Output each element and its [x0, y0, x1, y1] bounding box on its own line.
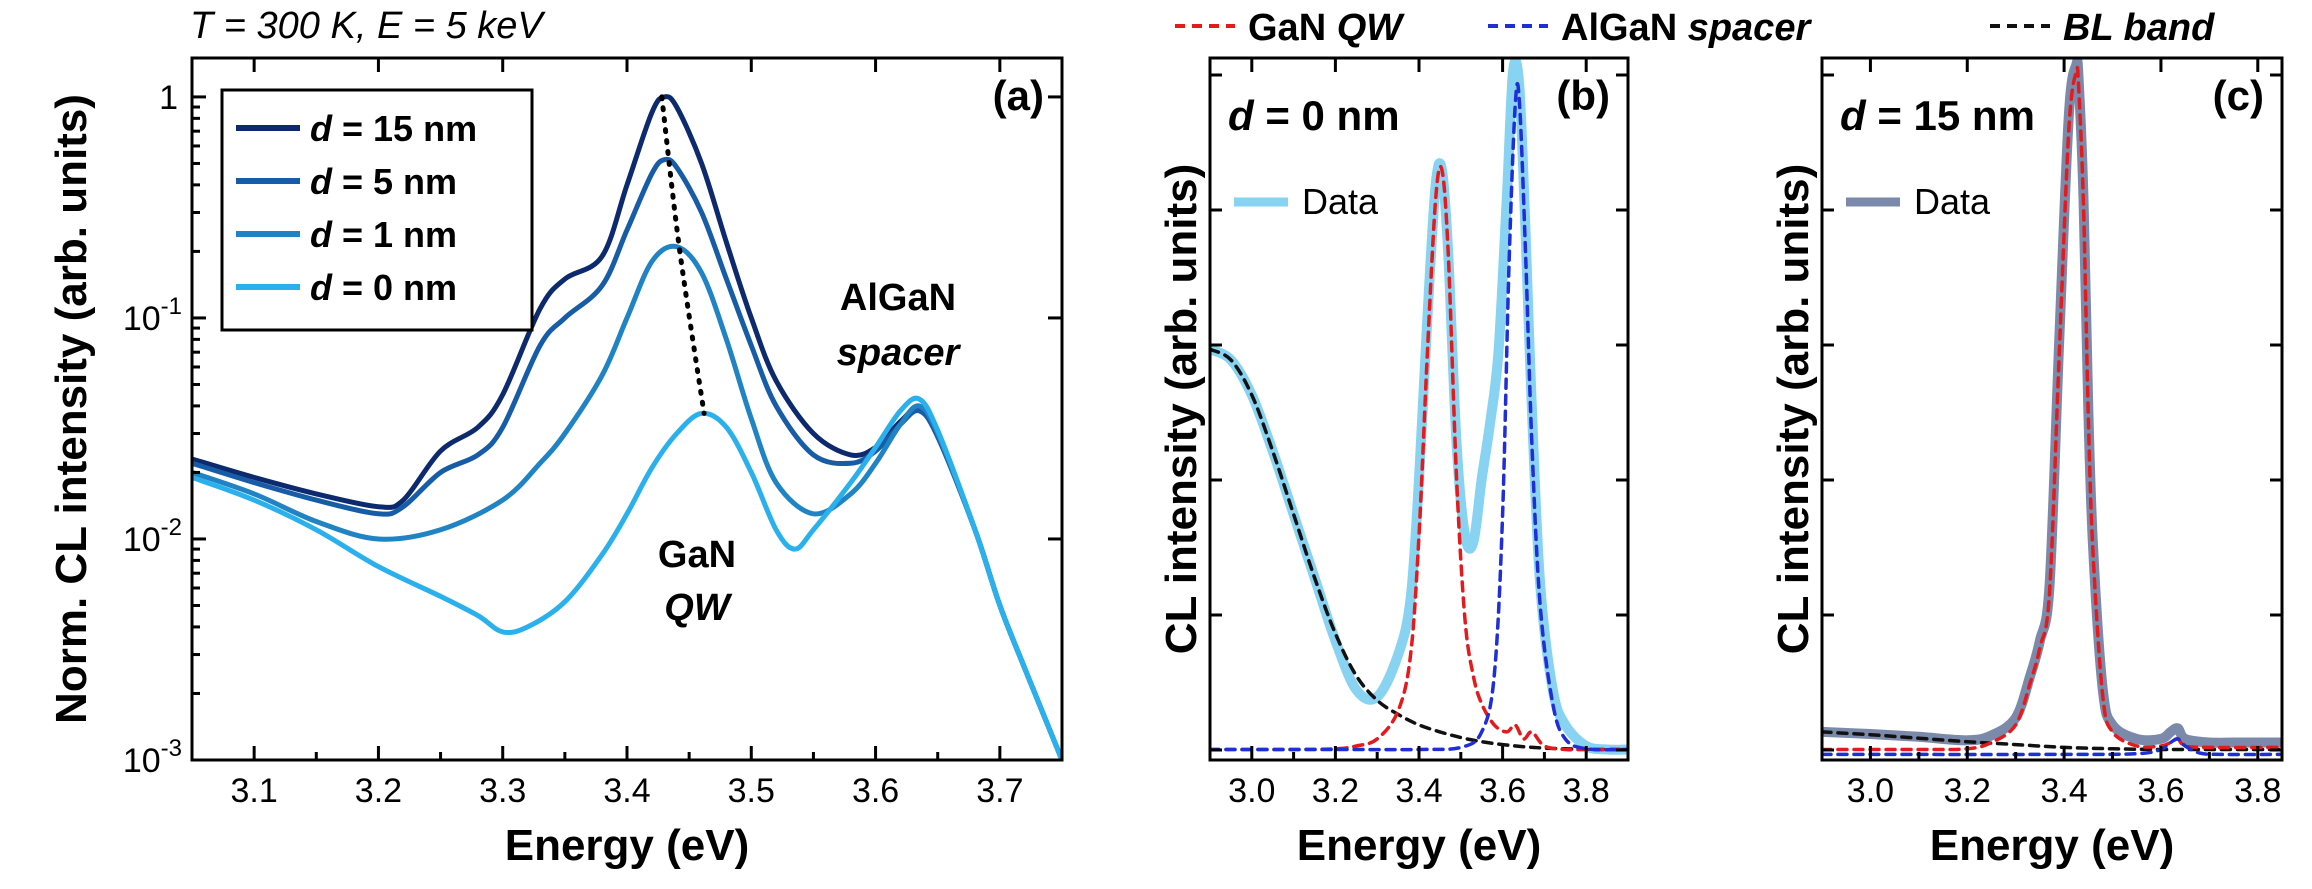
legend-algan-spacer: AlGaN spacer — [1561, 7, 1812, 49]
x-tick-label: 3.8 — [2234, 772, 2281, 810]
plot-frame — [1820, 56, 2284, 762]
series-line-c-0 — [1822, 58, 2282, 748]
data-legend-label: Data — [1914, 181, 1991, 222]
series-line-b-1 — [1210, 347, 1628, 752]
y-tick-label: 10-2 — [123, 514, 182, 559]
top-legend: GaN QW AlGaN spacer BL band — [1175, 7, 2215, 49]
x-axis-label: Energy (eV) — [1297, 821, 1542, 870]
annotation-gan: GaN — [658, 534, 736, 576]
series-line-a-3 — [192, 395, 1062, 760]
series-line-b-0 — [1210, 58, 1628, 755]
series-line-b-3 — [1210, 82, 1628, 752]
x-tick-label: 3.6 — [1479, 772, 1526, 810]
annotation-algan: AlGaN — [840, 277, 956, 319]
legend-entry: d = 15 nm — [310, 108, 477, 149]
legend-gan-qw: GaN QW — [1248, 7, 1405, 49]
x-tick-label: 3.4 — [2040, 772, 2087, 810]
y-tick-label: 10-3 — [123, 735, 182, 780]
x-tick-label: 3.3 — [479, 772, 526, 810]
x-tick-label: 3.7 — [976, 772, 1023, 810]
data-legend-label: Data — [1302, 181, 1379, 222]
x-tick-label: 3.4 — [603, 772, 650, 810]
panel-label: (c) — [2213, 72, 2264, 119]
condition-title: T = 300 K, E = 5 keV — [190, 5, 546, 47]
x-tick-label: 3.1 — [231, 772, 278, 810]
x-tick-label: 3.5 — [728, 772, 775, 810]
x-axis-label: Energy (eV) — [1930, 821, 2175, 870]
series-group — [1210, 58, 1628, 755]
panel-label: (a) — [993, 72, 1044, 119]
annotation-qw: QW — [664, 587, 733, 629]
peak-trace-line — [659, 94, 707, 416]
x-tick-label: 3.0 — [1847, 772, 1894, 810]
series-group — [1822, 58, 2282, 757]
legend-bl-band: BL band — [2063, 7, 2215, 49]
legend-a: d = 15 nm d = 5 nm d = 1 nm d = 0 nm — [220, 88, 534, 332]
x-tick-label: 3.6 — [852, 772, 899, 810]
panel-c: 3.0 3.2 3.4 3.6 3.8 Energy (eV) CL intensity (… — [1769, 56, 2284, 870]
x-tick-label: 3.2 — [355, 772, 402, 810]
legend-entry: d = 5 nm — [310, 161, 457, 202]
panel-b: 3.0 3.2 3.4 3.6 3.8 Energy (eV) CL intensity (… — [1157, 56, 1630, 870]
y-tick-label: 10-1 — [123, 293, 182, 338]
y-axis-label: Norm. CL intensity (arb. units) — [47, 94, 96, 724]
series-line-b-2 — [1210, 164, 1628, 752]
inset-d-label: d = 15 nm — [1840, 92, 2035, 139]
series-group — [192, 94, 1062, 760]
x-tick-label: 3.4 — [1395, 772, 1442, 810]
annotation-spacer: spacer — [837, 332, 962, 374]
x-axis-label: Energy (eV) — [505, 821, 750, 870]
panel-a: 3.1 3.2 3.3 3.4 3.5 3.6 3.7 1 10-1 10-2 10-3 Energy… — [47, 56, 1064, 870]
x-tick-label: 3.6 — [2137, 772, 2184, 810]
y-axis-label: CL intensity (arb. units) — [1769, 164, 1818, 655]
y-axis-label: CL intensity (arb. units) — [1157, 164, 1206, 655]
x-tick-label: 3.0 — [1228, 772, 1275, 810]
x-tick-label: 3.8 — [1563, 772, 1610, 810]
y-tick-label: 1 — [159, 79, 178, 117]
x-tick-label: 3.2 — [1944, 772, 1991, 810]
series-line-c-2 — [1822, 65, 2282, 752]
legend-entry: d = 0 nm — [310, 267, 457, 308]
series-line-c-3 — [1822, 737, 2282, 757]
panel-label: (b) — [1556, 72, 1610, 119]
legend-entry: d = 1 nm — [310, 214, 457, 255]
inset-d-label: d = 0 nm — [1228, 92, 1400, 139]
x-tick-label: 3.2 — [1312, 772, 1359, 810]
